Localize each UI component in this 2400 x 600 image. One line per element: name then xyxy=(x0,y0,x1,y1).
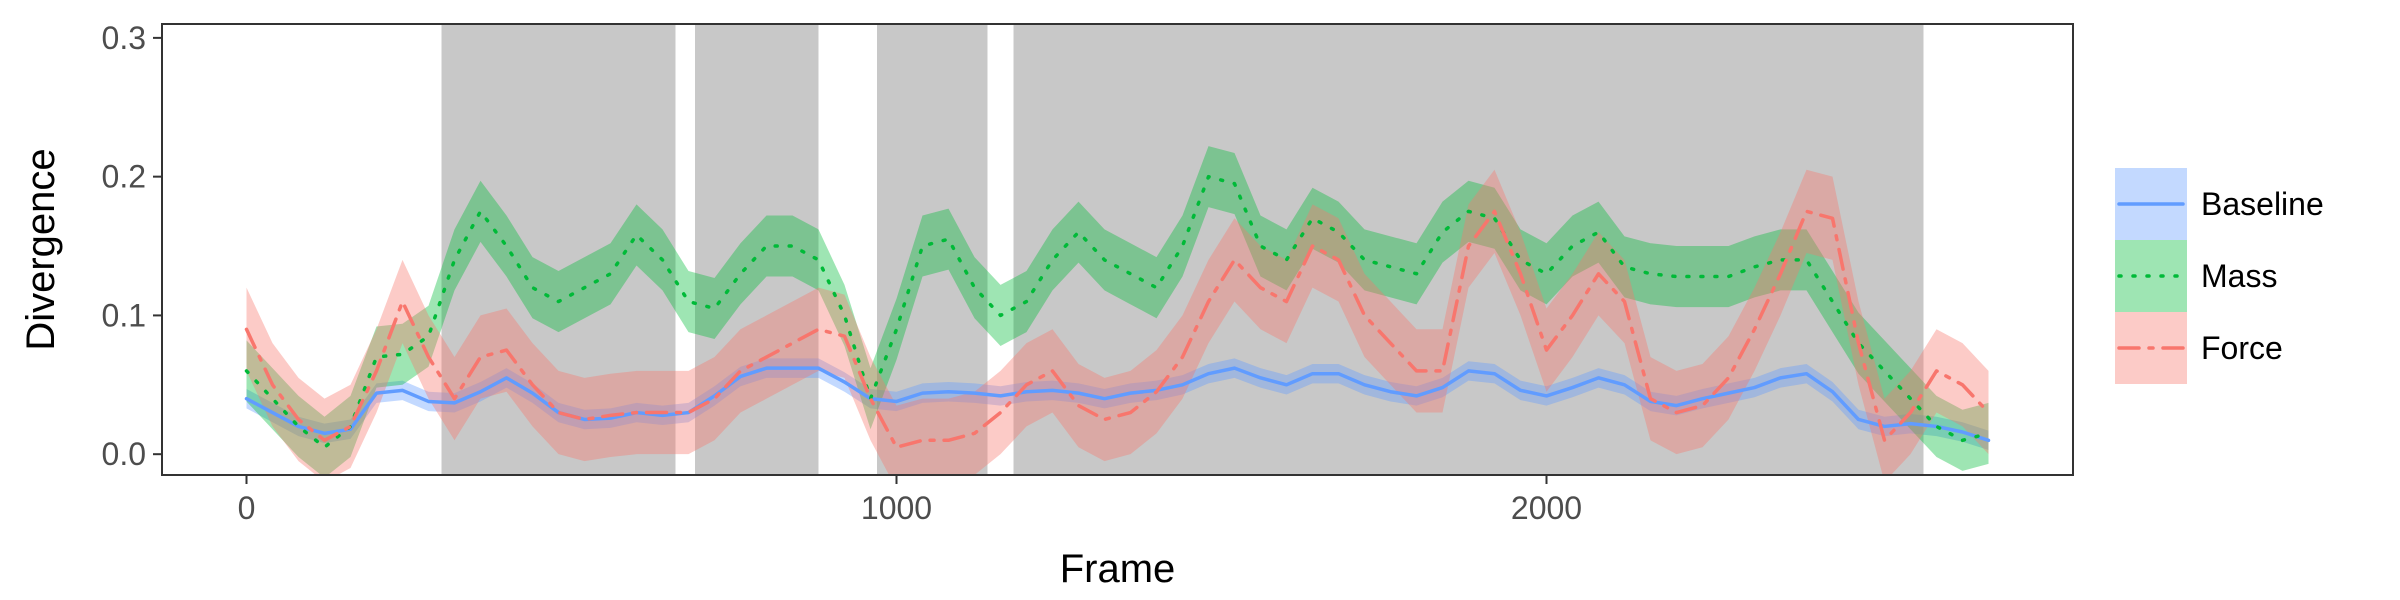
y-tick-label-3: 0.3 xyxy=(102,20,146,56)
shaded-interval-1 xyxy=(441,24,676,475)
x-tick-label-0: 0 xyxy=(238,490,256,526)
legend: Baseline Mass Force xyxy=(2115,168,2324,384)
legend-label-mass: Mass xyxy=(2201,258,2277,294)
panel-border xyxy=(161,23,2074,476)
legend-label-baseline: Baseline xyxy=(2201,186,2324,222)
series-line-baseline xyxy=(244,366,1991,443)
y-tick-label-1: 0.1 xyxy=(102,297,146,333)
band-baseline xyxy=(246,358,1989,451)
x-tick-label-2000: 2000 xyxy=(1511,490,1582,526)
y-tick-label-0: 0.0 xyxy=(102,436,146,472)
plot-inner xyxy=(244,24,1991,475)
y-axis-title: Divergence xyxy=(19,148,63,350)
plot-area xyxy=(244,24,1991,475)
shaded-interval-2 xyxy=(695,24,819,475)
series-line-mass xyxy=(244,174,1991,449)
y-tick-label-2: 0.2 xyxy=(102,159,146,195)
x-axis-title: Frame xyxy=(1060,547,1176,591)
axes: 0 1000 2000 0.0 0.1 0.2 0.3 xyxy=(102,20,2074,526)
x-tick-label-1000: 1000 xyxy=(861,490,932,526)
band-mass xyxy=(246,146,1989,475)
series-line-force xyxy=(244,209,1991,449)
band-force xyxy=(246,169,1989,475)
legend-label-force: Force xyxy=(2201,330,2283,366)
